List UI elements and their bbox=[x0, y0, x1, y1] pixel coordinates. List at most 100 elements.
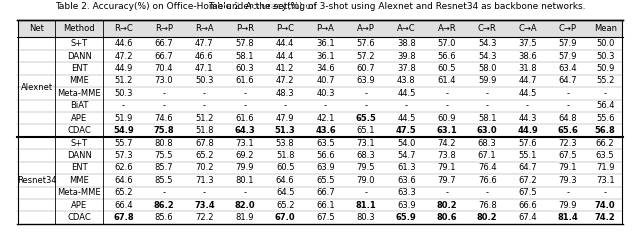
Text: -: - bbox=[243, 89, 246, 98]
Text: 66.6: 66.6 bbox=[518, 201, 537, 210]
Text: 76.8: 76.8 bbox=[478, 201, 497, 210]
Text: 66.7: 66.7 bbox=[154, 39, 173, 48]
Text: 63.3: 63.3 bbox=[397, 188, 416, 197]
Text: -: - bbox=[163, 188, 165, 197]
Text: 61.6: 61.6 bbox=[236, 77, 254, 85]
Text: 71.9: 71.9 bbox=[596, 164, 614, 173]
Text: -: - bbox=[486, 101, 489, 110]
Text: 66.4: 66.4 bbox=[114, 201, 133, 210]
Text: CDAC: CDAC bbox=[67, 126, 91, 135]
Text: 61.4: 61.4 bbox=[438, 77, 456, 85]
Text: 76.4: 76.4 bbox=[478, 164, 497, 173]
Text: 41.2: 41.2 bbox=[276, 64, 294, 73]
Text: 50.3: 50.3 bbox=[115, 89, 132, 98]
Text: 44.3: 44.3 bbox=[518, 114, 537, 123]
Text: -: - bbox=[445, 188, 448, 197]
Text: 51.2: 51.2 bbox=[195, 114, 214, 123]
Text: R→P: R→P bbox=[155, 24, 173, 33]
Text: 47.9: 47.9 bbox=[276, 114, 294, 123]
Text: 67.8: 67.8 bbox=[113, 213, 134, 222]
Text: 67.5: 67.5 bbox=[559, 151, 577, 160]
Text: 60.5: 60.5 bbox=[438, 64, 456, 73]
Text: 80.8: 80.8 bbox=[155, 139, 173, 148]
Text: 47.2: 47.2 bbox=[276, 77, 294, 85]
Text: DANN: DANN bbox=[67, 52, 92, 61]
Text: 72.3: 72.3 bbox=[559, 139, 577, 148]
Text: 66.7: 66.7 bbox=[154, 52, 173, 61]
Text: CDAC: CDAC bbox=[67, 213, 91, 222]
Text: 67.8: 67.8 bbox=[195, 139, 214, 148]
Text: 54.3: 54.3 bbox=[478, 52, 497, 61]
Text: C→P: C→P bbox=[559, 24, 577, 33]
Text: 51.8: 51.8 bbox=[276, 151, 294, 160]
Text: -: - bbox=[203, 89, 206, 98]
Text: 47.7: 47.7 bbox=[195, 39, 214, 48]
Bar bbox=[346, 20, 386, 37]
Text: 44.7: 44.7 bbox=[518, 77, 537, 85]
Bar bbox=[184, 20, 225, 37]
Text: A→R: A→R bbox=[438, 24, 456, 33]
Text: 71.3: 71.3 bbox=[195, 176, 214, 185]
Text: 63.5: 63.5 bbox=[596, 151, 614, 160]
Text: 54.7: 54.7 bbox=[397, 151, 415, 160]
Text: 85.6: 85.6 bbox=[155, 213, 173, 222]
Text: -: - bbox=[566, 188, 570, 197]
Text: 74.6: 74.6 bbox=[155, 114, 173, 123]
Text: 57.3: 57.3 bbox=[114, 151, 133, 160]
Text: ENT: ENT bbox=[71, 64, 88, 73]
Text: 66.1: 66.1 bbox=[316, 201, 335, 210]
Text: 70.2: 70.2 bbox=[195, 164, 214, 173]
Text: Table 2. Accuracy(%) on Office-Home: Table 2. Accuracy(%) on Office-Home bbox=[152, 2, 320, 11]
Text: 61.6: 61.6 bbox=[236, 114, 254, 123]
Text: -: - bbox=[203, 101, 206, 110]
Text: 50.0: 50.0 bbox=[596, 39, 614, 48]
Text: 60.3: 60.3 bbox=[236, 64, 254, 73]
Text: 80.2: 80.2 bbox=[477, 213, 497, 222]
Text: 79.9: 79.9 bbox=[559, 201, 577, 210]
Text: 69.2: 69.2 bbox=[236, 151, 254, 160]
Text: 57.6: 57.6 bbox=[356, 39, 375, 48]
Text: 64.7: 64.7 bbox=[518, 164, 537, 173]
Text: Table 2. Accuracy(%) on Office-Home under the setting of 3-shot using Alexnet an: Table 2. Accuracy(%) on Office-Home unde… bbox=[55, 2, 585, 11]
Text: 63.9: 63.9 bbox=[316, 164, 335, 173]
Text: 44.9: 44.9 bbox=[115, 64, 132, 73]
Text: -: - bbox=[324, 101, 327, 110]
Text: -: - bbox=[284, 101, 287, 110]
Text: 37.5: 37.5 bbox=[518, 39, 537, 48]
Text: 67.1: 67.1 bbox=[478, 151, 497, 160]
Text: 64.3: 64.3 bbox=[234, 126, 255, 135]
Text: 57.6: 57.6 bbox=[518, 139, 537, 148]
Text: 65.5: 65.5 bbox=[316, 176, 335, 185]
Text: 54.3: 54.3 bbox=[478, 39, 497, 48]
Text: 64.8: 64.8 bbox=[559, 114, 577, 123]
Text: 67.5: 67.5 bbox=[518, 188, 537, 197]
Text: 76.6: 76.6 bbox=[478, 176, 497, 185]
Text: 85.5: 85.5 bbox=[155, 176, 173, 185]
Text: 73.8: 73.8 bbox=[437, 151, 456, 160]
Text: 44.5: 44.5 bbox=[397, 89, 415, 98]
Text: 44.4: 44.4 bbox=[276, 52, 294, 61]
Text: 63.5: 63.5 bbox=[316, 139, 335, 148]
Text: BiAT: BiAT bbox=[70, 101, 88, 110]
Text: R→C: R→C bbox=[114, 24, 133, 33]
Text: -: - bbox=[163, 89, 165, 98]
Text: MME: MME bbox=[69, 176, 89, 185]
Text: 37.8: 37.8 bbox=[397, 64, 416, 73]
Text: 58.1: 58.1 bbox=[478, 114, 497, 123]
Text: 60.7: 60.7 bbox=[356, 64, 375, 73]
Text: 47.2: 47.2 bbox=[115, 52, 132, 61]
Text: 46.6: 46.6 bbox=[195, 52, 214, 61]
Text: 53.8: 53.8 bbox=[276, 139, 294, 148]
Text: 60.9: 60.9 bbox=[438, 114, 456, 123]
Text: 44.5: 44.5 bbox=[518, 89, 537, 98]
Text: 34.6: 34.6 bbox=[316, 64, 335, 73]
Bar bbox=[427, 20, 467, 37]
Text: 42.1: 42.1 bbox=[316, 114, 335, 123]
Text: 86.2: 86.2 bbox=[154, 201, 174, 210]
Text: 43.6: 43.6 bbox=[315, 126, 336, 135]
Bar bbox=[103, 20, 144, 37]
Text: 48.3: 48.3 bbox=[276, 89, 294, 98]
Text: 63.4: 63.4 bbox=[559, 64, 577, 73]
Text: -: - bbox=[526, 101, 529, 110]
Text: P→A: P→A bbox=[317, 24, 335, 33]
